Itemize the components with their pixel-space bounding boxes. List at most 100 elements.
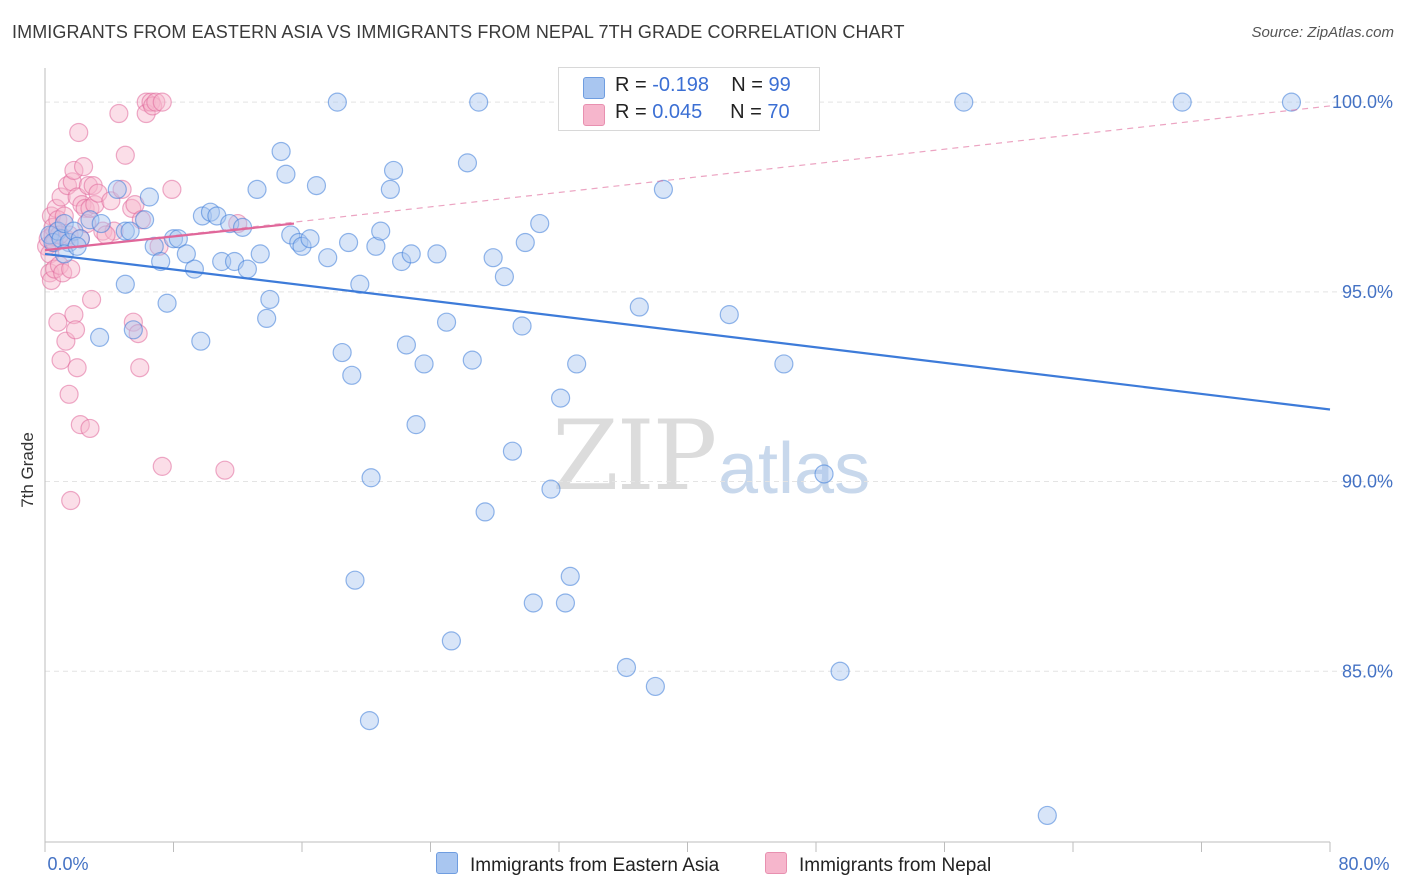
legend-r-value: -0.198 (652, 74, 709, 96)
stats-legend: R = -0.198 N = 99 R = 0.045 N = 70 (558, 67, 820, 131)
eastern-asia-point (814, 464, 834, 484)
nepal-point (123, 312, 143, 332)
eastern-asia-point (250, 244, 270, 264)
eastern-asia-point (719, 305, 739, 325)
eastern-asia-point (271, 141, 291, 162)
nepal-point (59, 384, 79, 404)
eastern-asia-point (237, 259, 257, 279)
nepal-point (70, 415, 90, 435)
eastern-asia-point (555, 593, 576, 613)
eastern-asia-point (361, 468, 381, 488)
eastern-asia-point (645, 676, 665, 697)
eastern-asia-point (629, 297, 649, 317)
legend-r-value: 0.045 (652, 101, 703, 123)
eastern-asia-point (134, 210, 155, 230)
nepal-point (80, 418, 100, 439)
legend-n-label: N = (730, 101, 768, 123)
eastern-asia-point (653, 179, 674, 200)
eastern-asia-point (184, 259, 204, 279)
eastern-asia-point (954, 92, 974, 112)
eastern-asia-point (306, 176, 327, 196)
tick-labels: 100.0% 95.0% 90.0% 85.0% 0.0% 80.0% (47, 92, 1393, 874)
trend-lines (44, 105, 1331, 411)
eastern-asia-point (115, 221, 135, 241)
eastern-asia-point (512, 316, 532, 336)
eastern-asia-point (64, 221, 84, 241)
bottom-legend-label: Immigrants from Nepal (799, 855, 992, 876)
bottom-legend-nepal: Immigrants from Nepal (765, 852, 991, 877)
bottom-legend-swatch-pink (765, 852, 787, 874)
nepal-point (152, 456, 172, 476)
grid-lines (45, 101, 1395, 672)
eastern-asia-point (318, 248, 338, 268)
nepal-point (81, 289, 102, 310)
nepal-point (112, 179, 132, 200)
nepal-point (130, 358, 150, 378)
nepal-point (75, 198, 95, 218)
eastern-asia-point (247, 179, 267, 200)
eastern-asia-point (541, 479, 561, 499)
eastern-asia-point (380, 179, 400, 200)
y-tick-label: 85.0% (1342, 661, 1393, 681)
eastern-asia-point (436, 312, 457, 332)
eastern-asia-point (396, 335, 417, 355)
legend-n-value: 99 (768, 74, 791, 96)
eastern-asia-point (469, 92, 489, 112)
eastern-asia-point (567, 354, 587, 374)
eastern-asia-point (494, 267, 514, 287)
nepal-point (67, 358, 87, 378)
nepal-point (69, 122, 89, 143)
eastern-asia-point (383, 160, 404, 181)
y-tick-label: 95.0% (1342, 282, 1393, 302)
nepal-trend-line (44, 222, 295, 252)
nepal-point (109, 103, 129, 124)
eastern-asia-point (483, 248, 503, 268)
eastern-asia-point (502, 441, 523, 461)
legend-n-label: N = (731, 74, 769, 96)
eastern-asia-point (427, 244, 447, 264)
eastern-asia-point (475, 502, 495, 522)
eastern-asia-point (338, 232, 359, 253)
y-tick-label: 90.0% (1342, 472, 1393, 492)
eastern-asia-point (1037, 805, 1057, 826)
eastern-asia-point (54, 213, 74, 234)
series-eastern-asia (40, 92, 1302, 826)
eastern-asia-point (523, 593, 543, 613)
eastern-asia-point (300, 229, 320, 249)
bottom-legend-eastern-asia: Immigrants from Eastern Asia (436, 852, 719, 877)
x-tick-label: 0.0% (47, 854, 88, 874)
eastern-asia-point (281, 225, 301, 245)
legend-n-value: 70 (767, 101, 790, 123)
nepal-point (115, 145, 135, 165)
eastern-asia-point (1172, 92, 1192, 112)
eastern-asia-point (139, 187, 160, 207)
eastern-asia-point (107, 179, 127, 200)
nepal-point (152, 92, 172, 112)
eastern-asia-point (276, 164, 296, 184)
bottom-legend-swatch-blue (436, 852, 458, 874)
eastern-asia-point (406, 415, 426, 435)
nepal-point (64, 305, 84, 325)
eastern-asia-point (163, 229, 184, 249)
nepal-point (78, 176, 98, 196)
nepal-point (93, 221, 113, 241)
eastern-asia-point (830, 661, 850, 681)
nepal-point (146, 92, 166, 112)
nepal-point (61, 490, 81, 511)
bottom-legend-label: Immigrants from Eastern Asia (470, 855, 720, 876)
eastern-asia-point (115, 274, 135, 294)
nepal-point (215, 460, 235, 480)
watermark-zip: ZIP (552, 400, 717, 512)
eastern-asia-point (220, 213, 240, 234)
nepal-point (64, 160, 84, 181)
eastern-asia-point (292, 236, 312, 256)
watermark-atlas: atlas (718, 429, 871, 509)
eastern-asia-point (191, 331, 211, 351)
nepal-point (162, 179, 182, 200)
eastern-asia-point (616, 657, 637, 678)
eastern-asia-point (342, 365, 362, 385)
eastern-asia-point (401, 244, 421, 264)
eastern-asia-point (1281, 92, 1302, 112)
chart-title: IMMIGRANTS FROM EASTERN ASIA VS IMMIGRAN… (12, 22, 905, 42)
